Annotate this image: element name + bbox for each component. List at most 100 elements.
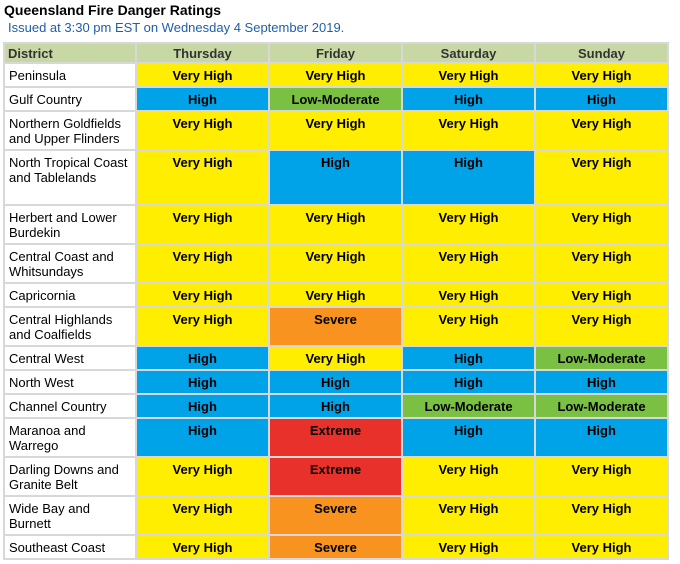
rating-cell: Low-Moderate xyxy=(536,395,667,417)
table-row: Herbert and Lower Burdekin Very High Very … xyxy=(5,206,667,243)
column-header-district: District xyxy=(5,44,135,62)
rating-cell: High xyxy=(403,347,534,369)
rating-cell: Very High xyxy=(137,64,268,86)
rating-cell: Very High xyxy=(137,112,268,149)
district-name: Capricornia xyxy=(5,284,135,306)
rating-cell: High xyxy=(536,88,667,110)
rating-cell: High xyxy=(403,419,534,456)
rating-cell: Very High xyxy=(536,112,667,149)
issued-timestamp: Issued at 3:30 pm EST on Wednesday 4 Sep… xyxy=(8,20,345,35)
rating-cell: Low-Moderate xyxy=(536,347,667,369)
rating-cell: Severe xyxy=(270,536,401,558)
rating-cell: Very High xyxy=(270,206,401,243)
district-name: Central Highlands and Coalfields xyxy=(5,308,135,345)
rating-cell: Very High xyxy=(137,536,268,558)
rating-cell: Low-Moderate xyxy=(270,88,401,110)
rating-cell: Very High xyxy=(137,284,268,306)
rating-cell: Very High xyxy=(536,536,667,558)
rating-cell: Very High xyxy=(536,151,667,204)
rating-cell: Very High xyxy=(137,151,268,204)
rating-cell: Very High xyxy=(403,284,534,306)
table-row: North West High High High High xyxy=(5,371,667,393)
rating-cell: Very High xyxy=(536,284,667,306)
district-name: Central West xyxy=(5,347,135,369)
table-row: Darling Downs and Granite Belt Very High E… xyxy=(5,458,667,495)
rating-cell: High xyxy=(403,88,534,110)
rating-cell: Very High xyxy=(270,112,401,149)
rating-cell: Very High xyxy=(403,308,534,345)
rating-cell: High xyxy=(270,151,401,204)
table-row: Wide Bay and Burnett Very High Severe Very … xyxy=(5,497,667,534)
district-name: Maranoa and Warrego xyxy=(5,419,135,456)
table-row: Central West High Very High High Low-Moderat… xyxy=(5,347,667,369)
table-body: Peninsula Very High Very High Very High Very… xyxy=(5,64,667,558)
rating-cell: Very High xyxy=(403,497,534,534)
rating-cell: Very High xyxy=(536,245,667,282)
table-row: Central Coast and Whitsundays Very High Ve… xyxy=(5,245,667,282)
district-name: Darling Downs and Granite Belt xyxy=(5,458,135,495)
column-header-friday: Friday xyxy=(270,44,401,62)
district-name: Herbert and Lower Burdekin xyxy=(5,206,135,243)
rating-cell: Very High xyxy=(270,347,401,369)
rating-cell: Very High xyxy=(536,497,667,534)
district-name: Gulf Country xyxy=(5,88,135,110)
rating-cell: High xyxy=(270,371,401,393)
rating-cell: Very High xyxy=(270,64,401,86)
rating-cell: High xyxy=(137,347,268,369)
fire-danger-table: District Thursday Friday Saturday Sunday… xyxy=(3,42,669,560)
rating-cell: Extreme xyxy=(270,458,401,495)
rating-cell: High xyxy=(536,419,667,456)
rating-cell: Very High xyxy=(403,245,534,282)
rating-cell: High xyxy=(137,88,268,110)
rating-cell: Very High xyxy=(403,536,534,558)
table-row: Peninsula Very High Very High Very High Very… xyxy=(5,64,667,86)
rating-cell: Very High xyxy=(137,206,268,243)
rating-cell: Extreme xyxy=(270,419,401,456)
district-name: Channel Country xyxy=(5,395,135,417)
rating-cell: Very High xyxy=(403,206,534,243)
rating-cell: Very High xyxy=(137,458,268,495)
district-name: Peninsula xyxy=(5,64,135,86)
table-row: Northern Goldfields and Upper Flinders Ve… xyxy=(5,112,667,149)
table-row: Gulf Country High Low-Moderate High High xyxy=(5,88,667,110)
rating-cell: Very High xyxy=(536,458,667,495)
district-name: Central Coast and Whitsundays xyxy=(5,245,135,282)
rating-cell: Very High xyxy=(403,458,534,495)
page-title: Queensland Fire Danger Ratings xyxy=(4,2,222,18)
column-header-saturday: Saturday xyxy=(403,44,534,62)
district-name: Northern Goldfields and Upper Flinders xyxy=(5,112,135,149)
column-header-thursday: Thursday xyxy=(137,44,268,62)
table-row: Central Highlands and Coalfields Very Hig… xyxy=(5,308,667,345)
table-row: Southeast Coast Very High Severe Very High V… xyxy=(5,536,667,558)
district-name: Wide Bay and Burnett xyxy=(5,497,135,534)
table-row: Capricornia Very High Very High Very High Ve… xyxy=(5,284,667,306)
rating-cell: Very High xyxy=(137,245,268,282)
district-name: North Tropical Coast and Tablelands xyxy=(5,151,135,204)
rating-cell: Very High xyxy=(403,112,534,149)
rating-cell: Very High xyxy=(536,64,667,86)
rating-cell: Low-Moderate xyxy=(403,395,534,417)
rating-cell: High xyxy=(137,371,268,393)
rating-cell: Severe xyxy=(270,308,401,345)
table-row: North Tropical Coast and Tablelands Very … xyxy=(5,151,667,204)
rating-cell: Very High xyxy=(403,64,534,86)
rating-cell: High xyxy=(137,419,268,456)
rating-cell: Very High xyxy=(137,308,268,345)
rating-cell: High xyxy=(403,151,534,204)
rating-cell: Very High xyxy=(137,497,268,534)
rating-cell: Severe xyxy=(270,497,401,534)
rating-cell: Very High xyxy=(536,308,667,345)
rating-cell: Very High xyxy=(536,206,667,243)
rating-cell: High xyxy=(137,395,268,417)
rating-cell: High xyxy=(270,395,401,417)
district-name: North West xyxy=(5,371,135,393)
district-name: Southeast Coast xyxy=(5,536,135,558)
table-header-row: District Thursday Friday Saturday Sunday xyxy=(5,44,667,62)
column-header-sunday: Sunday xyxy=(536,44,667,62)
rating-cell: Very High xyxy=(270,245,401,282)
rating-cell: High xyxy=(536,371,667,393)
table-row: Maranoa and Warrego High Extreme High High xyxy=(5,419,667,456)
rating-cell: Very High xyxy=(270,284,401,306)
rating-cell: High xyxy=(403,371,534,393)
table-row: Channel Country High High Low-Moderate Low-M… xyxy=(5,395,667,417)
